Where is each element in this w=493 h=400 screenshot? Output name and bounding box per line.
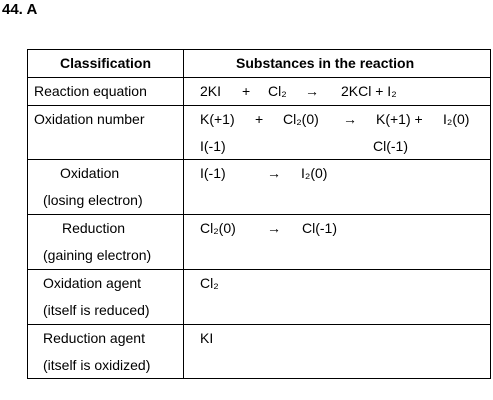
cell-text: Cl(-1)	[302, 220, 337, 236]
cell-text: 2KI	[200, 83, 222, 99]
cell-text: Cl(-1)	[373, 138, 408, 154]
cell-text: +	[242, 83, 251, 99]
arrow: →	[267, 220, 281, 236]
cell-text: Cl₂(0)	[283, 111, 319, 127]
cell-text: K(+1) +	[376, 111, 423, 127]
cell-text: I(-1)	[200, 165, 226, 181]
table-border	[183, 49, 184, 379]
table-border	[27, 77, 491, 78]
row-label: (itself is oxidized)	[43, 357, 151, 373]
table-border	[27, 378, 491, 379]
cell-text: I₂(0)	[443, 111, 470, 127]
header-cell: Substances in the reaction	[236, 55, 415, 71]
row-label: (itself is reduced)	[43, 302, 150, 318]
cell-text: 2KCl + I₂	[341, 83, 397, 99]
table-border	[27, 159, 491, 160]
table-border	[27, 214, 491, 215]
arrow: →	[343, 111, 357, 127]
cell-text: Cl₂	[200, 275, 219, 291]
row-label: Oxidation number	[34, 111, 145, 127]
cell-text: KI	[200, 330, 214, 346]
cell-text: I(-1)	[200, 138, 226, 154]
row-label: Oxidation agent	[43, 275, 142, 291]
arrow: →	[305, 83, 319, 99]
title: 44. A	[2, 1, 38, 18]
table-border	[27, 49, 491, 50]
row-label: (losing electron)	[43, 192, 143, 208]
table-border	[490, 49, 491, 379]
cell-text: +	[255, 111, 264, 127]
cell-text: K(+1)	[200, 111, 235, 127]
row-label: Reduction agent	[43, 330, 145, 346]
cell-text: I₂(0)	[301, 165, 328, 181]
table-border	[27, 105, 491, 106]
row-label: Oxidation	[60, 165, 120, 181]
table-border	[27, 49, 28, 379]
table-border	[27, 324, 491, 325]
row-label: Reduction	[62, 220, 126, 236]
cell-text: Cl₂	[268, 83, 287, 99]
arrow: →	[267, 165, 281, 181]
header-cell: Classification	[60, 55, 152, 71]
row-label: Reaction equation	[34, 83, 147, 99]
table-border	[27, 269, 491, 270]
cell-text: Cl₂(0)	[200, 220, 236, 236]
row-label: (gaining electron)	[43, 247, 152, 263]
